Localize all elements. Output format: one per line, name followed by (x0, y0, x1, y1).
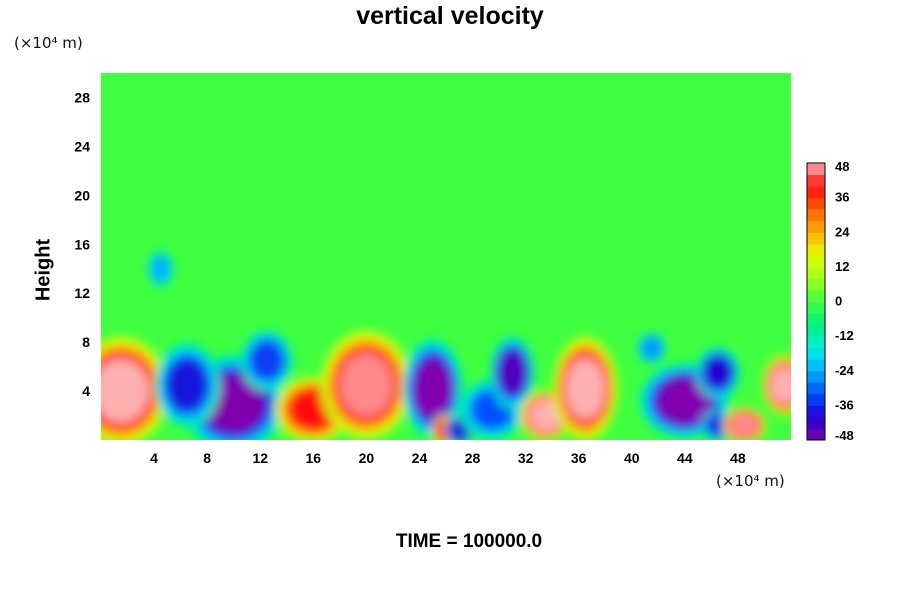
colorbar-tick-label: -24 (835, 363, 855, 378)
contour-band (250, 341, 284, 380)
colorbar-band (807, 336, 825, 349)
colorbar-tick-label: 12 (835, 259, 849, 274)
contour-band (529, 399, 562, 432)
colorbar-tick-label: -12 (835, 328, 854, 343)
y-tick-label: 16 (74, 236, 90, 252)
colorbar-band (807, 209, 825, 222)
time-label: TIME = 100000.0 (395, 531, 543, 552)
colorbar-band (807, 428, 825, 441)
colorbar-tick-label: 36 (835, 190, 849, 205)
heatmap-cell-19 (637, 332, 666, 365)
colorbar-band (807, 232, 825, 245)
y-tick-label: 12 (74, 285, 90, 301)
colorbar-band (807, 186, 825, 199)
contour-band (658, 378, 712, 424)
contour-band (151, 256, 171, 282)
y-tick-label: 28 (74, 89, 90, 105)
colorbar-tick-label: 0 (835, 294, 842, 309)
colorbar-outline (806, 162, 826, 441)
heatmap-cell-16 (722, 407, 767, 440)
contour-band (770, 366, 791, 404)
contour-band (167, 359, 208, 410)
colorbar-tick-label: 24 (835, 224, 850, 239)
contour-band (730, 412, 759, 438)
heatmap-cell-10 (490, 336, 535, 410)
colorbar-band (807, 347, 825, 360)
heatmap-cell-18 (148, 250, 174, 287)
y-axis-unit: (×10⁴ m) (14, 34, 83, 52)
contour-band (339, 353, 394, 417)
colorbar-band (807, 220, 825, 233)
x-axis-ticks: 4 8 12 16 20 24 28 32 36 40 44 48 (150, 450, 746, 466)
heatmap-cells (101, 250, 791, 440)
heatmap-cell-0 (101, 336, 170, 440)
colorbar-band (807, 243, 825, 256)
colorbar-band (807, 301, 825, 314)
x-tick-label: 32 (518, 450, 534, 466)
y-tick-label: 8 (82, 334, 90, 350)
x-tick-label: 28 (465, 450, 481, 466)
colorbar-band (807, 266, 825, 279)
x-tick-label: 12 (252, 450, 268, 466)
x-tick-label: 24 (412, 450, 428, 466)
contour-band (703, 356, 733, 389)
x-tick-label: 48 (730, 450, 746, 466)
colorbar-band (807, 416, 825, 429)
contour-band (101, 359, 149, 423)
x-axis-unit: (×10⁴ m) (716, 472, 785, 490)
colorbar-tick-label: -48 (835, 428, 854, 443)
contour-band (565, 358, 606, 419)
colorbar-band (807, 393, 825, 406)
x-tick-label: 36 (571, 450, 587, 466)
contour-band (414, 359, 452, 418)
colorbar-band (807, 324, 825, 337)
y-tick-label: 4 (82, 383, 90, 399)
y-axis-ticks: 4 8 12 16 20 24 28 (74, 89, 90, 399)
heatmap-cell-17 (762, 354, 791, 416)
colorbar-tick-label: 48 (835, 159, 849, 174)
colorbar-band (807, 359, 825, 372)
colorbar-band (807, 370, 825, 383)
x-tick-label: 20 (359, 450, 375, 466)
y-tick-label: 24 (74, 138, 90, 154)
colorbar: 48 36 24 12 0 -12 -24 -36 -48 (806, 159, 855, 443)
colorbar-band (807, 255, 825, 268)
colorbar-band (807, 197, 825, 210)
heatmap-cell-5 (320, 330, 413, 440)
y-tick-label: 20 (74, 187, 90, 203)
colorbar-band (807, 405, 825, 418)
heatmap-cell-12 (552, 336, 618, 440)
colorbar-band (807, 163, 825, 176)
heatmap-cell-2 (154, 342, 220, 428)
heatmap-cell-14 (696, 347, 740, 399)
colorbar-band (807, 382, 825, 395)
x-tick-label: 40 (624, 450, 640, 466)
colorbar-band (807, 313, 825, 326)
heatmap-cell-6 (402, 338, 463, 439)
colorbar-band (807, 278, 825, 291)
contour-band (498, 350, 527, 395)
x-tick-label: 44 (677, 450, 693, 466)
chart-title: vertical velocity (356, 2, 544, 30)
colorbar-band (807, 289, 825, 302)
heatmap-cell-3 (240, 330, 293, 391)
x-tick-label: 4 (150, 450, 158, 466)
plot-area (101, 73, 791, 440)
x-tick-label: 16 (306, 450, 322, 466)
colorbar-band (807, 174, 825, 187)
colorbar-tick-label: -36 (835, 397, 854, 412)
x-tick-label: 8 (203, 450, 211, 466)
contour-band (641, 337, 662, 360)
